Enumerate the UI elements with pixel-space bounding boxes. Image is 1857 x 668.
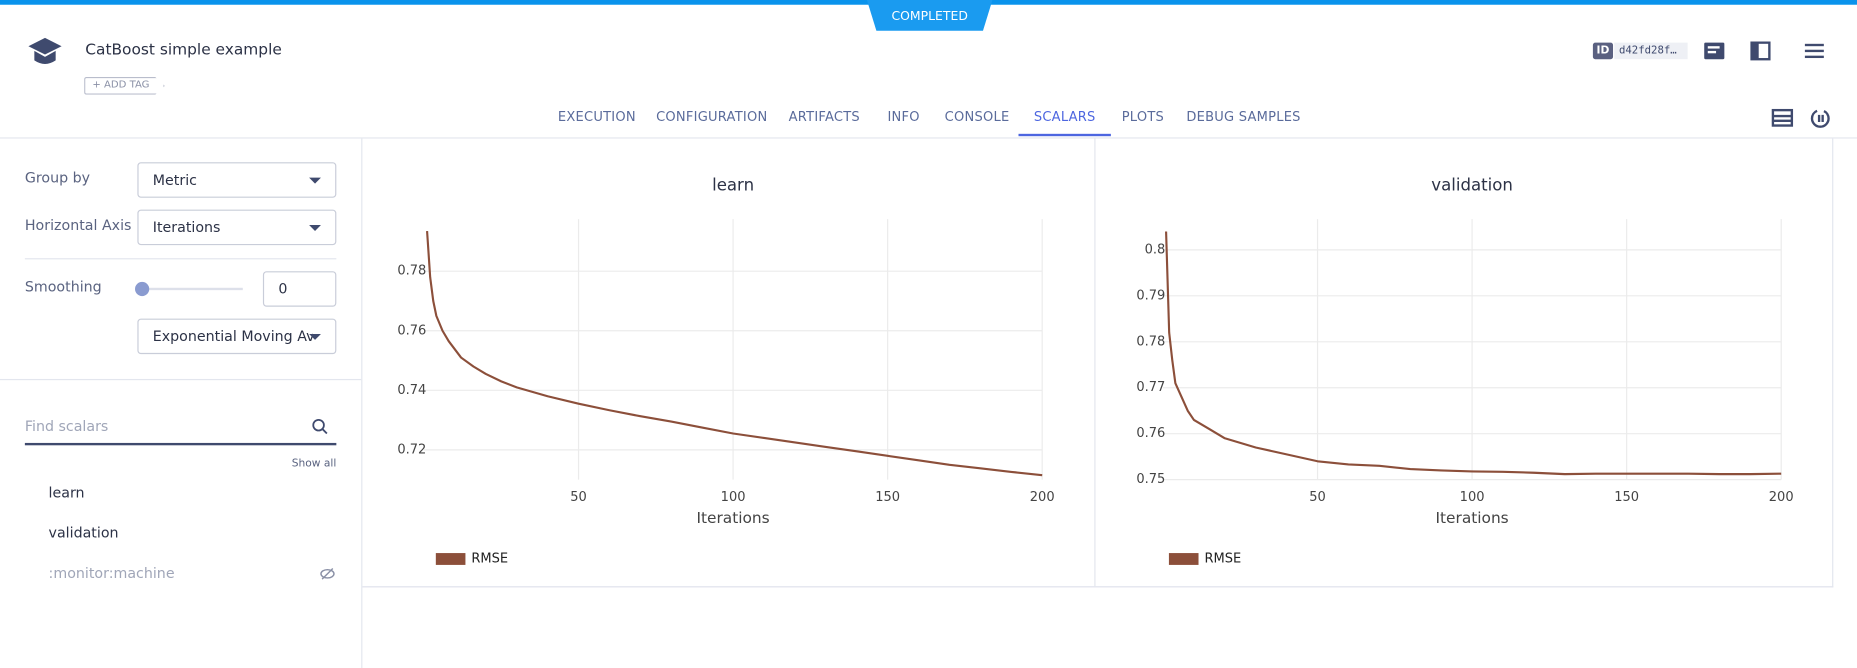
chart-area-border xyxy=(362,586,1834,588)
y-tick-label: 0.8 xyxy=(1145,242,1166,257)
line xyxy=(426,230,1043,477)
y-tick-label: 0.76 xyxy=(1136,426,1165,441)
active-tab-underline xyxy=(1018,133,1111,137)
group-by-select[interactable]: Metric xyxy=(137,162,337,198)
tab[interactable]: DEBUG SAMPLES xyxy=(1186,108,1301,125)
legend-label: RMSE xyxy=(1204,551,1241,566)
logo xyxy=(28,37,62,64)
y-tick-label: 0.78 xyxy=(1136,334,1165,349)
id-label: ID xyxy=(1592,42,1614,60)
x-axis-label: Iterations xyxy=(696,509,769,527)
y-tick-label: 0.75 xyxy=(1136,472,1165,487)
y-tick-label: 0.76 xyxy=(397,323,426,338)
smoothing-input[interactable]: 0 xyxy=(262,271,337,307)
legend-swatch xyxy=(435,553,466,565)
panel-divider xyxy=(1094,138,1096,587)
y-tick-label: 0.72 xyxy=(397,442,426,457)
tab[interactable]: SCALARS xyxy=(1033,108,1096,125)
show-all[interactable]: Show all xyxy=(291,458,337,471)
chart: validation 0.75 0.76 0.77 0.78 0.79 0.8 50 100 15… xyxy=(1136,175,1794,566)
x-axis-label: Iterations xyxy=(1435,509,1508,527)
chart: learn 0.72 0.74 0.76 0.78 50 100 150 200 Iteratio… xyxy=(397,175,1055,566)
smoothing-method: Exponential Moving Ave… xyxy=(152,328,313,345)
add-tag-text: ADD TAG xyxy=(104,79,150,92)
divider xyxy=(24,258,337,260)
sidebar xyxy=(0,138,363,668)
status-text: COMPLETED xyxy=(891,8,967,23)
x-tick-label: 200 xyxy=(1030,490,1055,505)
tab[interactable]: CONFIGURATION xyxy=(656,108,768,125)
group-by-label: Group by xyxy=(24,169,91,186)
hidden-icon[interactable] xyxy=(320,567,335,580)
tab[interactable]: PLOTS xyxy=(1121,108,1165,125)
tab[interactable]: ARTIFACTS xyxy=(788,108,860,125)
add-tag[interactable]: + ADD TAG xyxy=(84,76,165,95)
legend-label: RMSE xyxy=(471,551,508,566)
y-tick-label: 0.79 xyxy=(1136,288,1165,303)
x-tick-label: 150 xyxy=(875,490,900,505)
experiment-title: CatBoost simple example xyxy=(85,41,282,60)
legend-swatch xyxy=(1168,553,1199,565)
horizontal-axis-value: Iterations xyxy=(152,219,221,236)
smoothing-label: Smoothing xyxy=(24,278,102,295)
x-tick-label: 200 xyxy=(1769,490,1794,505)
horizontal-axis-label: Horizontal Axis xyxy=(24,216,132,234)
line xyxy=(1165,231,1782,476)
panel-border xyxy=(1832,138,1834,588)
x-tick-label: 100 xyxy=(721,490,746,505)
divider xyxy=(0,378,362,381)
y-tick-label: 0.77 xyxy=(1136,380,1165,395)
horizontal-axis-select[interactable]: Iterations xyxy=(137,209,337,246)
smoothing-value: 0 xyxy=(278,280,288,298)
scalar-item[interactable]: validation xyxy=(48,524,119,542)
y-tick-label: 0.74 xyxy=(397,383,426,398)
id-value[interactable]: d42fd28f… xyxy=(1614,42,1688,60)
x-tick-label: 50 xyxy=(1309,490,1326,505)
search-icon[interactable] xyxy=(311,418,328,435)
x-tick-label: 100 xyxy=(1460,490,1485,505)
chart-title: validation xyxy=(1431,175,1513,194)
smoothing-method-select[interactable]: Exponential Moving Ave… xyxy=(137,318,337,355)
search-underline xyxy=(24,442,337,446)
tab[interactable]: CONSOLE xyxy=(944,108,1010,125)
smoothing-track xyxy=(142,287,243,291)
group-by-value: Metric xyxy=(152,171,197,189)
search-placeholder[interactable]: Find scalars xyxy=(24,418,109,435)
y-tick-label: 0.78 xyxy=(397,264,426,279)
smoothing-knob[interactable] xyxy=(135,281,150,297)
view-icons xyxy=(1771,108,1830,128)
status-badge: COMPLETED xyxy=(866,0,993,31)
header-border xyxy=(0,137,1857,139)
tab[interactable]: EXECUTION xyxy=(557,108,636,125)
x-tick-label: 150 xyxy=(1614,490,1639,505)
toolbar-icons xyxy=(1704,41,1824,61)
chart-title: learn xyxy=(712,175,754,194)
scalar-item[interactable]: :monitor:machine xyxy=(48,564,175,582)
scalar-item[interactable]: learn xyxy=(48,484,85,501)
tab[interactable]: INFO xyxy=(887,108,920,125)
x-tick-label: 50 xyxy=(570,490,587,505)
